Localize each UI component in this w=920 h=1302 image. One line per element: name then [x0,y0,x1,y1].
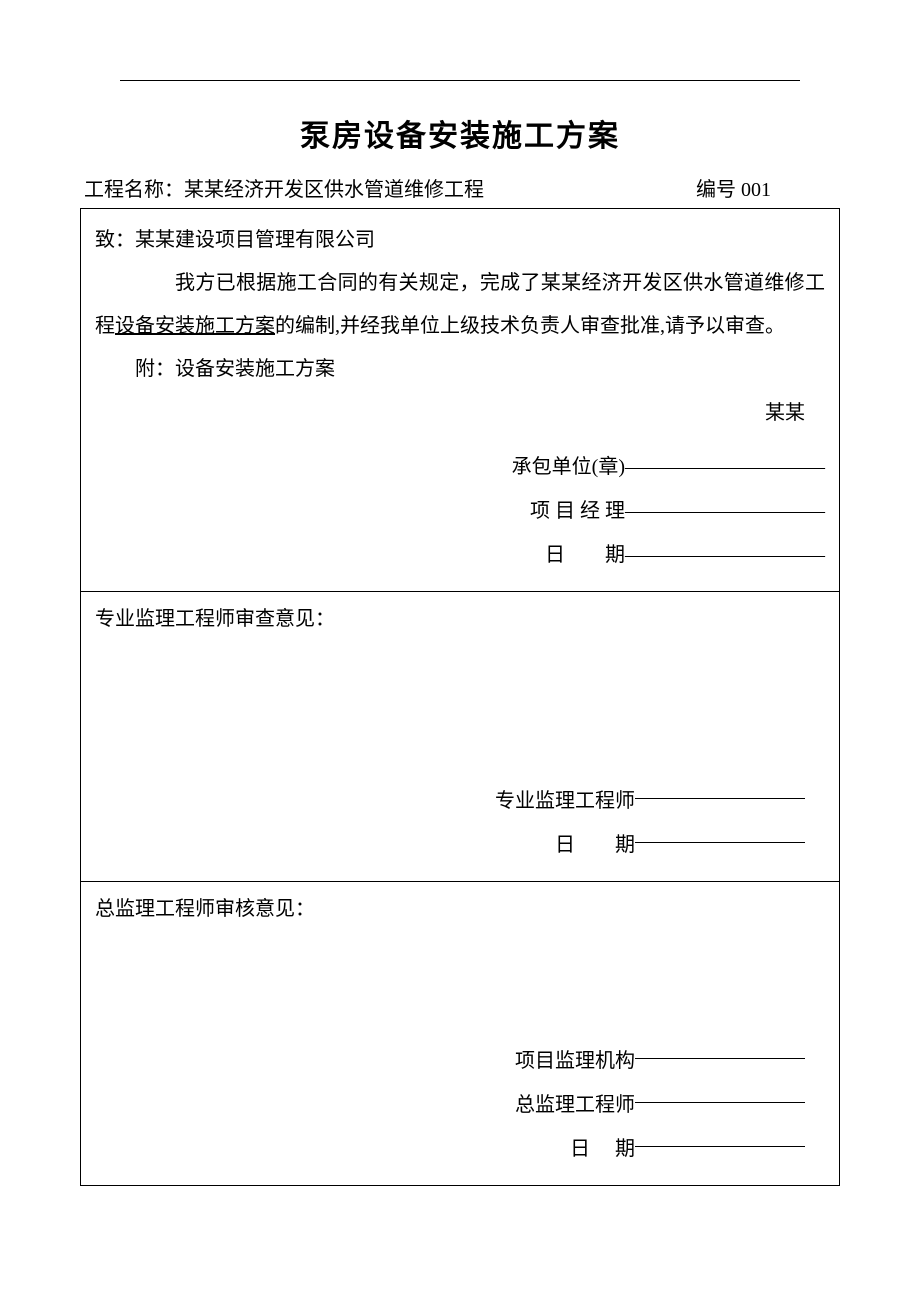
right-note: 某某 [765,391,825,435]
chief-signature-block: 项目监理机构 总监理工程师 日 期 [95,1039,825,1171]
specialist-blank [95,639,825,769]
body-post: 的编制,并经我单位上级技术负责人审查批准,请予以审查。 [275,315,785,337]
right-note-row: 某某 [95,391,825,435]
sig-contractor-label: 承包单位(章) [512,445,625,489]
project-label: 工程名称： [84,179,184,201]
chief-blank [95,929,825,1029]
body-paragraph: 我方已根据施工合同的有关规定，完成了某某经济开发区供水管道维修工程设备安装施工方… [95,262,825,348]
specialist-heading: 专业监理工程师审查意见： [95,602,825,631]
serial-no: 001 [741,179,771,201]
sig-org-line [635,1039,805,1059]
sig-date-line: —————————— [625,533,825,577]
sig-chief-date-label: 日 期 [570,1127,635,1171]
chief-heading: 总监理工程师审核意见： [95,892,825,921]
sig-chief-line [635,1083,805,1103]
project-name: 某某经济开发区供水管道维修工程 [184,179,484,201]
sig-specialist-date: 日 期 [95,823,805,867]
cell-chief-review: 总监理工程师审核意见： 项目监理机构 总监理工程师 日 期 [81,882,839,1185]
attachment-line: 附：设备安装施工方案 [95,348,825,391]
sig-specialist-date-line [635,823,805,843]
sig-specialist-date-label: 日 期 [555,823,635,867]
sig-chief-date-line [635,1127,805,1147]
project-name-field: 工程名称：某某经济开发区供水管道维修工程 [84,173,696,202]
sig-contractor: 承包单位(章)—————————— [95,445,825,489]
serial-field: 编号 001 [696,173,836,202]
to-line: 致：某某建设项目管理有限公司 [95,219,825,262]
page-title: 泵房设备安装施工方案 [80,111,840,155]
sig-pm-label: 项 目 经 理 [530,489,625,533]
specialist-signature-block: 专业监理工程师 日 期 [95,779,825,867]
sig-chief-label: 总监理工程师 [515,1083,635,1127]
sig-org-label: 项目监理机构 [515,1039,635,1083]
sig-specialist: 专业监理工程师 [95,779,805,823]
to-name: 某某建设项目管理有限公司 [135,229,375,251]
cell-specialist-review: 专业监理工程师审查意见： 专业监理工程师 日 期 [81,592,839,882]
to-label: 致： [95,229,135,251]
cell-contractor: 致：某某建设项目管理有限公司 我方已根据施工合同的有关规定，完成了某某经济开发区… [81,209,839,592]
sig-date-label: 日 期 [545,533,625,577]
sig-pm: 项 目 经 理—————————— [95,489,825,533]
sig-pm-line: —————————— [625,489,825,533]
top-rule [120,80,800,81]
sig-chief: 总监理工程师 [95,1083,805,1127]
sig-date: 日 期—————————— [95,533,825,577]
form-table: 致：某某建设项目管理有限公司 我方已根据施工合同的有关规定，完成了某某经济开发区… [80,208,840,1186]
serial-label: 编号 [696,179,741,201]
sig-specialist-line [635,779,805,799]
sig-contractor-line: —————————— [625,445,825,489]
body-underline: 设备安装施工方案 [115,315,275,337]
contractor-signature-block: 承包单位(章)—————————— 项 目 经 理—————————— 日 期—… [95,445,825,577]
header-row: 工程名称：某某经济开发区供水管道维修工程 编号 001 [80,173,840,202]
sig-chief-date: 日 期 [95,1127,805,1171]
sig-org: 项目监理机构 [95,1039,805,1083]
sig-specialist-label: 专业监理工程师 [495,779,635,823]
